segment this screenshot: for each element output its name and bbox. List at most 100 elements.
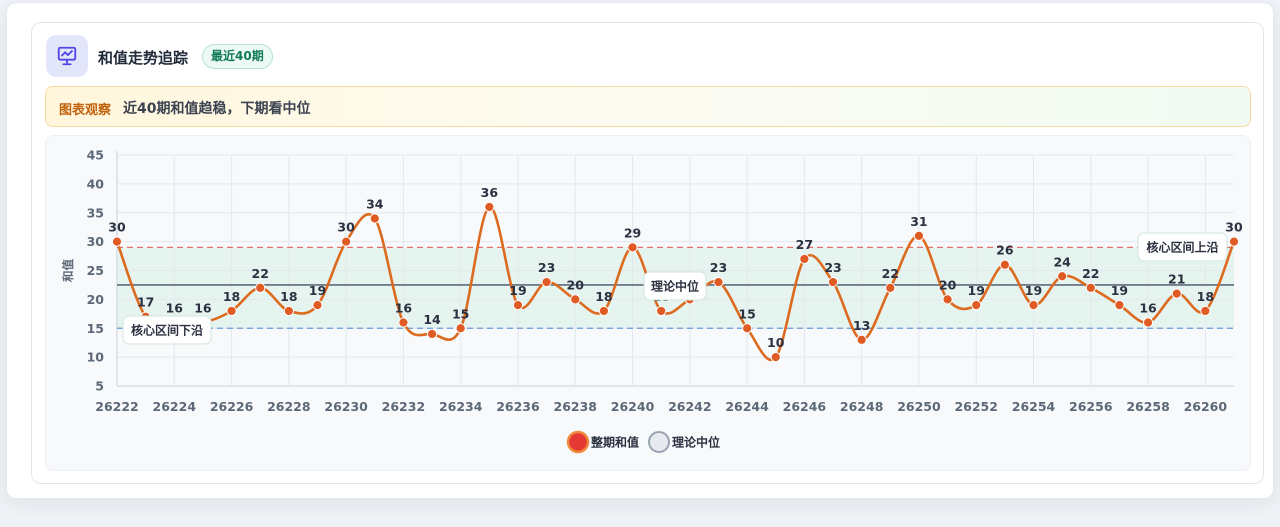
legend-label-median: 理论中位 <box>672 435 720 450</box>
sum-data-point <box>1142 317 1154 328</box>
sum-data-point <box>369 213 380 224</box>
x-tick-label: 26230 <box>324 399 368 414</box>
sum-data-point <box>598 305 609 317</box>
sum-value-label: 15 <box>452 306 469 321</box>
y-axis-title: 和值 <box>61 259 75 282</box>
sum-data-point <box>1085 282 1096 293</box>
sum-data-point <box>341 236 352 247</box>
sum-data-point <box>999 259 1010 270</box>
sum-value-label: 29 <box>624 225 641 240</box>
observation-tag: 图表观察 <box>59 103 112 118</box>
sum-value-label: 19 <box>1025 283 1042 298</box>
lower-bound-callout-box <box>122 315 212 345</box>
sum-value-label: 19 <box>309 283 326 298</box>
lower-bound-callout: 核心区间下沿 <box>122 315 212 345</box>
sum-value-label: 18 <box>223 289 240 304</box>
median-callout-text: 理论中位 <box>651 279 699 294</box>
lower-bound-callout-text: 核心区间下沿 <box>131 323 203 338</box>
x-tick-label: 26252 <box>954 399 998 414</box>
y-tick-label: 35 <box>87 205 104 220</box>
sum-data-point <box>885 282 896 293</box>
sum-value-label: 19 <box>1111 283 1128 298</box>
sum-data-point <box>111 236 123 247</box>
y-tick-label: 30 <box>87 234 105 249</box>
sum-data-point <box>426 328 438 340</box>
trend-card: 和值走势追踪 最近40期 图表观察 近40期和值趋稳，下期看中位 5 10 15 20… <box>31 22 1264 484</box>
x-tick-label: 26246 <box>783 399 827 414</box>
x-tick-label: 26242 <box>668 399 712 414</box>
sum-value-label: 16 <box>1139 300 1157 315</box>
x-tick-label: 26226 <box>210 399 254 414</box>
median-callout: 理论中位 <box>643 271 707 301</box>
legend-label-sum: 整期和值 <box>590 435 639 450</box>
sum-data-point <box>913 230 925 241</box>
page-container: 和值走势追踪 最近40期 图表观察 近40期和值趋稳，下期看中位 5 10 15 20… <box>6 2 1274 499</box>
sum-value-label: 27 <box>796 237 813 252</box>
sum-data-point <box>713 276 724 288</box>
period-badge: 最近40期 <box>202 44 273 69</box>
sum-value-label: 16 <box>166 300 184 315</box>
sum-data-point <box>1171 288 1182 299</box>
sum-value-label: 19 <box>509 283 526 298</box>
sum-data-point <box>827 276 839 288</box>
sum-value-label: 13 <box>853 318 870 333</box>
sum-data-point <box>656 305 667 317</box>
sum-value-label: 30 <box>337 220 355 235</box>
upper-bound-callout-text: 核心区间上沿 <box>1146 240 1218 255</box>
x-tick-label: 26228 <box>267 399 311 414</box>
sum-data-point <box>1057 271 1068 282</box>
sum-data-point <box>971 300 982 311</box>
x-tick-label: 26260 <box>1184 399 1228 414</box>
y-tick-label: 40 <box>87 176 105 191</box>
sum-value-label: 23 <box>824 260 841 275</box>
sum-value-label: 15 <box>738 306 755 321</box>
sum-data-point <box>512 300 524 311</box>
sum-data-point <box>312 300 323 311</box>
sum-value-label: 22 <box>252 266 269 281</box>
card-title: 和值走势追踪 <box>98 49 189 67</box>
sum-data-point <box>455 323 466 334</box>
sum-value-label: 18 <box>1197 289 1214 304</box>
observation-text: 近40期和值趋稳，下期看中位 <box>123 101 311 117</box>
sum-data-point <box>627 242 638 253</box>
presentation-chart-icon <box>46 35 88 77</box>
sum-data-point <box>1028 300 1039 311</box>
sum-value-label: 31 <box>910 214 927 229</box>
x-tick-label: 26256 <box>1069 399 1113 414</box>
x-tick-label: 26254 <box>1012 399 1056 414</box>
x-tick-label: 26244 <box>725 399 769 414</box>
x-tick-label: 26240 <box>611 399 655 414</box>
sum-data-point <box>484 201 495 213</box>
x-tick-label: 26248 <box>840 399 884 414</box>
sum-value-label: 21 <box>1168 272 1185 287</box>
y-tick-label: 10 <box>87 350 105 365</box>
sum-data-point <box>570 294 581 305</box>
sum-value-label: 23 <box>710 260 727 275</box>
x-tick-label: 26232 <box>382 399 426 414</box>
sum-data-point <box>1200 305 1211 317</box>
sum-data-point <box>742 323 753 334</box>
sum-data-point <box>799 253 810 265</box>
sum-value-label: 20 <box>567 277 585 292</box>
x-tick-label: 26236 <box>496 399 540 414</box>
x-tick-label: 26222 <box>95 399 139 414</box>
sum-data-point <box>770 352 781 363</box>
sum-data-point <box>942 294 953 305</box>
sum-value-label: 36 <box>481 185 499 200</box>
y-tick-label: 45 <box>87 148 104 163</box>
sum-data-point <box>398 317 409 328</box>
sum-value-label: 19 <box>968 283 985 298</box>
upper-bound-callout-box <box>1137 232 1228 262</box>
y-tick-label: 5 <box>95 379 104 394</box>
sum-value-label: 17 <box>137 295 154 310</box>
y-tick-label: 15 <box>87 321 104 336</box>
upper-bound-callout: 核心区间上沿 <box>1137 232 1228 262</box>
observation-banner: 图表观察 近40期和值趋稳，下期看中位 <box>45 86 1251 127</box>
sum-value-label: 16 <box>395 300 413 315</box>
sum-value-label: 30 <box>108 220 126 235</box>
sum-data-point <box>283 305 294 317</box>
x-tick-label: 26224 <box>153 399 197 414</box>
sum-data-point <box>255 282 266 293</box>
sum-data-point <box>1114 300 1125 311</box>
